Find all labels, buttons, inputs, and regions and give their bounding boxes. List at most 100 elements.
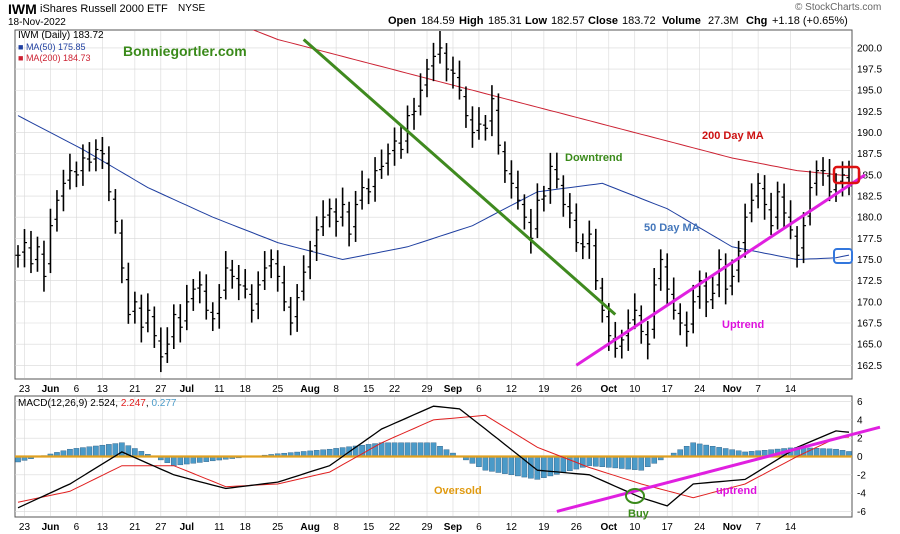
ma200-highlight-box: [832, 165, 861, 185]
y-tick-label: 175.0: [857, 255, 882, 266]
x-tick-label: 10: [629, 384, 641, 395]
macd-line: [17, 405, 850, 509]
signal-line: [17, 414, 850, 503]
macd-histogram-bar: [644, 456, 651, 467]
x-tick-label: 8: [333, 384, 339, 395]
macd-histogram-bar: [722, 448, 729, 457]
macd-histogram-bar: [599, 456, 606, 467]
x-tick-label: 15: [363, 384, 375, 395]
copyright-label: © StockCharts.com: [795, 2, 882, 13]
chart-date: 18-Nov-2022: [8, 17, 66, 28]
x-tick-label: Aug: [300, 522, 319, 533]
macd-histogram-bar: [618, 456, 625, 469]
y-tick-label: 6: [857, 397, 863, 408]
etf-name: iShares Russell 2000 ETF: [40, 3, 168, 15]
macd-histogram-bar: [541, 456, 547, 478]
macd-histogram-bar: [119, 442, 125, 457]
x-tick-label: 19: [538, 522, 550, 533]
x-tick-label: Oct: [600, 522, 617, 533]
macd-histogram-bar: [716, 447, 722, 457]
y-tick-label: -2: [857, 470, 866, 481]
x-tick-label: 18: [240, 384, 252, 395]
x-tick-label: 23: [19, 384, 31, 395]
x-tick-label: 6: [74, 522, 80, 533]
open-label: Open: [388, 15, 417, 27]
y-tick-label: 190.0: [857, 128, 882, 139]
macd-histogram-bar: [696, 443, 703, 457]
macd-histogram-bar: [476, 456, 482, 467]
uptrend-price-line: [575, 173, 866, 367]
downtrend-label: Downtrend: [565, 152, 623, 164]
ma50-label: 50 Day MA: [644, 222, 700, 234]
x-tick-label: 27: [155, 522, 167, 533]
x-tick-label: 11: [214, 384, 225, 395]
x-tick-label: 24: [694, 384, 706, 395]
ma50-highlight-box: [833, 248, 853, 264]
macd-histogram-bar: [612, 456, 619, 469]
macd-histogram-bar: [605, 456, 612, 468]
macd-legend: MACD(12,26,9) 2.524, 2.247, 0.277: [18, 398, 177, 409]
y-tick-label: -6: [857, 507, 866, 518]
y-tick-label: 165.0: [857, 340, 882, 351]
uptrend-macd-line: [556, 425, 881, 513]
x-tick-label: 6: [74, 384, 80, 395]
macd-histogram-bar: [826, 448, 833, 457]
macd-histogram-bar: [378, 442, 385, 457]
y-tick-label: 182.5: [857, 192, 882, 203]
macd-histogram-bar: [703, 444, 709, 457]
y-tick-label: 162.5: [857, 361, 882, 372]
x-tick-label: Aug: [300, 384, 319, 395]
ma50-legend: ■ MA(50) 175.85: [18, 42, 86, 52]
x-tick-label: Oct: [600, 384, 617, 395]
macd-histogram-bar: [333, 448, 339, 457]
price-bars: [15, 31, 852, 373]
trendlines: [302, 38, 881, 513]
macd-y-axis: -6 -4 -2 0 2 4 6: [857, 397, 866, 518]
price-x-axis: 23 Jun 6 13 21 27 Jul 11 18 25 Aug 8 15 22 29 Sep 6 12 19 2…: [19, 384, 797, 395]
macd-histogram-bar: [508, 456, 515, 476]
macd-histogram-bar: [567, 456, 573, 472]
oversold-label: Oversold: [434, 485, 482, 497]
y-tick-label: 172.5: [857, 276, 882, 287]
chg-label: Chg: [746, 15, 768, 27]
x-tick-label: 29: [421, 522, 433, 533]
macd-histogram-bar: [690, 442, 696, 457]
y-tick-label: 197.5: [857, 65, 882, 76]
x-tick-label: 11: [214, 522, 225, 533]
x-tick-label: 22: [389, 522, 401, 533]
y-tick-label: 185.0: [857, 170, 882, 181]
x-tick-label: 29: [421, 384, 433, 395]
downtrend-line: [302, 38, 617, 316]
macd-histogram-bar: [385, 442, 391, 457]
macd-histogram-bar: [417, 442, 424, 457]
y-tick-label: 180.0: [857, 213, 882, 224]
ma200-legend-text: MA(200) 184.73: [25, 53, 91, 63]
y-tick-label: 200.0: [857, 43, 882, 54]
ma200-label: 200 Day MA: [702, 130, 764, 142]
x-tick-label: 25: [272, 522, 284, 533]
x-tick-label: 18: [240, 522, 252, 533]
y-tick-label: 177.5: [857, 234, 882, 245]
macd-histogram-bar: [86, 446, 93, 457]
x-tick-label: 19: [538, 384, 550, 395]
macd-histogram-bar: [424, 442, 430, 457]
x-tick-label: 21: [129, 522, 141, 533]
hist-legend-value: 0.277: [151, 398, 177, 409]
x-tick-label: 17: [662, 384, 674, 395]
x-tick-label: Jun: [42, 384, 60, 395]
high-value: 185.31: [488, 15, 522, 27]
macd-histogram-bar: [560, 456, 567, 473]
x-tick-label: 14: [785, 384, 797, 395]
macd-histogram-bar: [398, 442, 404, 457]
x-tick-label: Jun: [42, 522, 60, 533]
chart-header: IWM iShares Russell 2000 ETF NYSE 18-Nov…: [0, 0, 900, 30]
x-tick-label: Jul: [180, 522, 195, 533]
close-label: Close: [588, 15, 618, 27]
volume-value: 27.3M: [708, 15, 739, 27]
macd-histogram-bar: [638, 456, 645, 471]
y-tick-label: 4: [857, 415, 863, 426]
x-tick-label: 24: [694, 522, 706, 533]
macd-legend-value: 2.524: [90, 398, 116, 409]
ma200-legend: ■ MA(200) 184.73: [18, 53, 91, 63]
